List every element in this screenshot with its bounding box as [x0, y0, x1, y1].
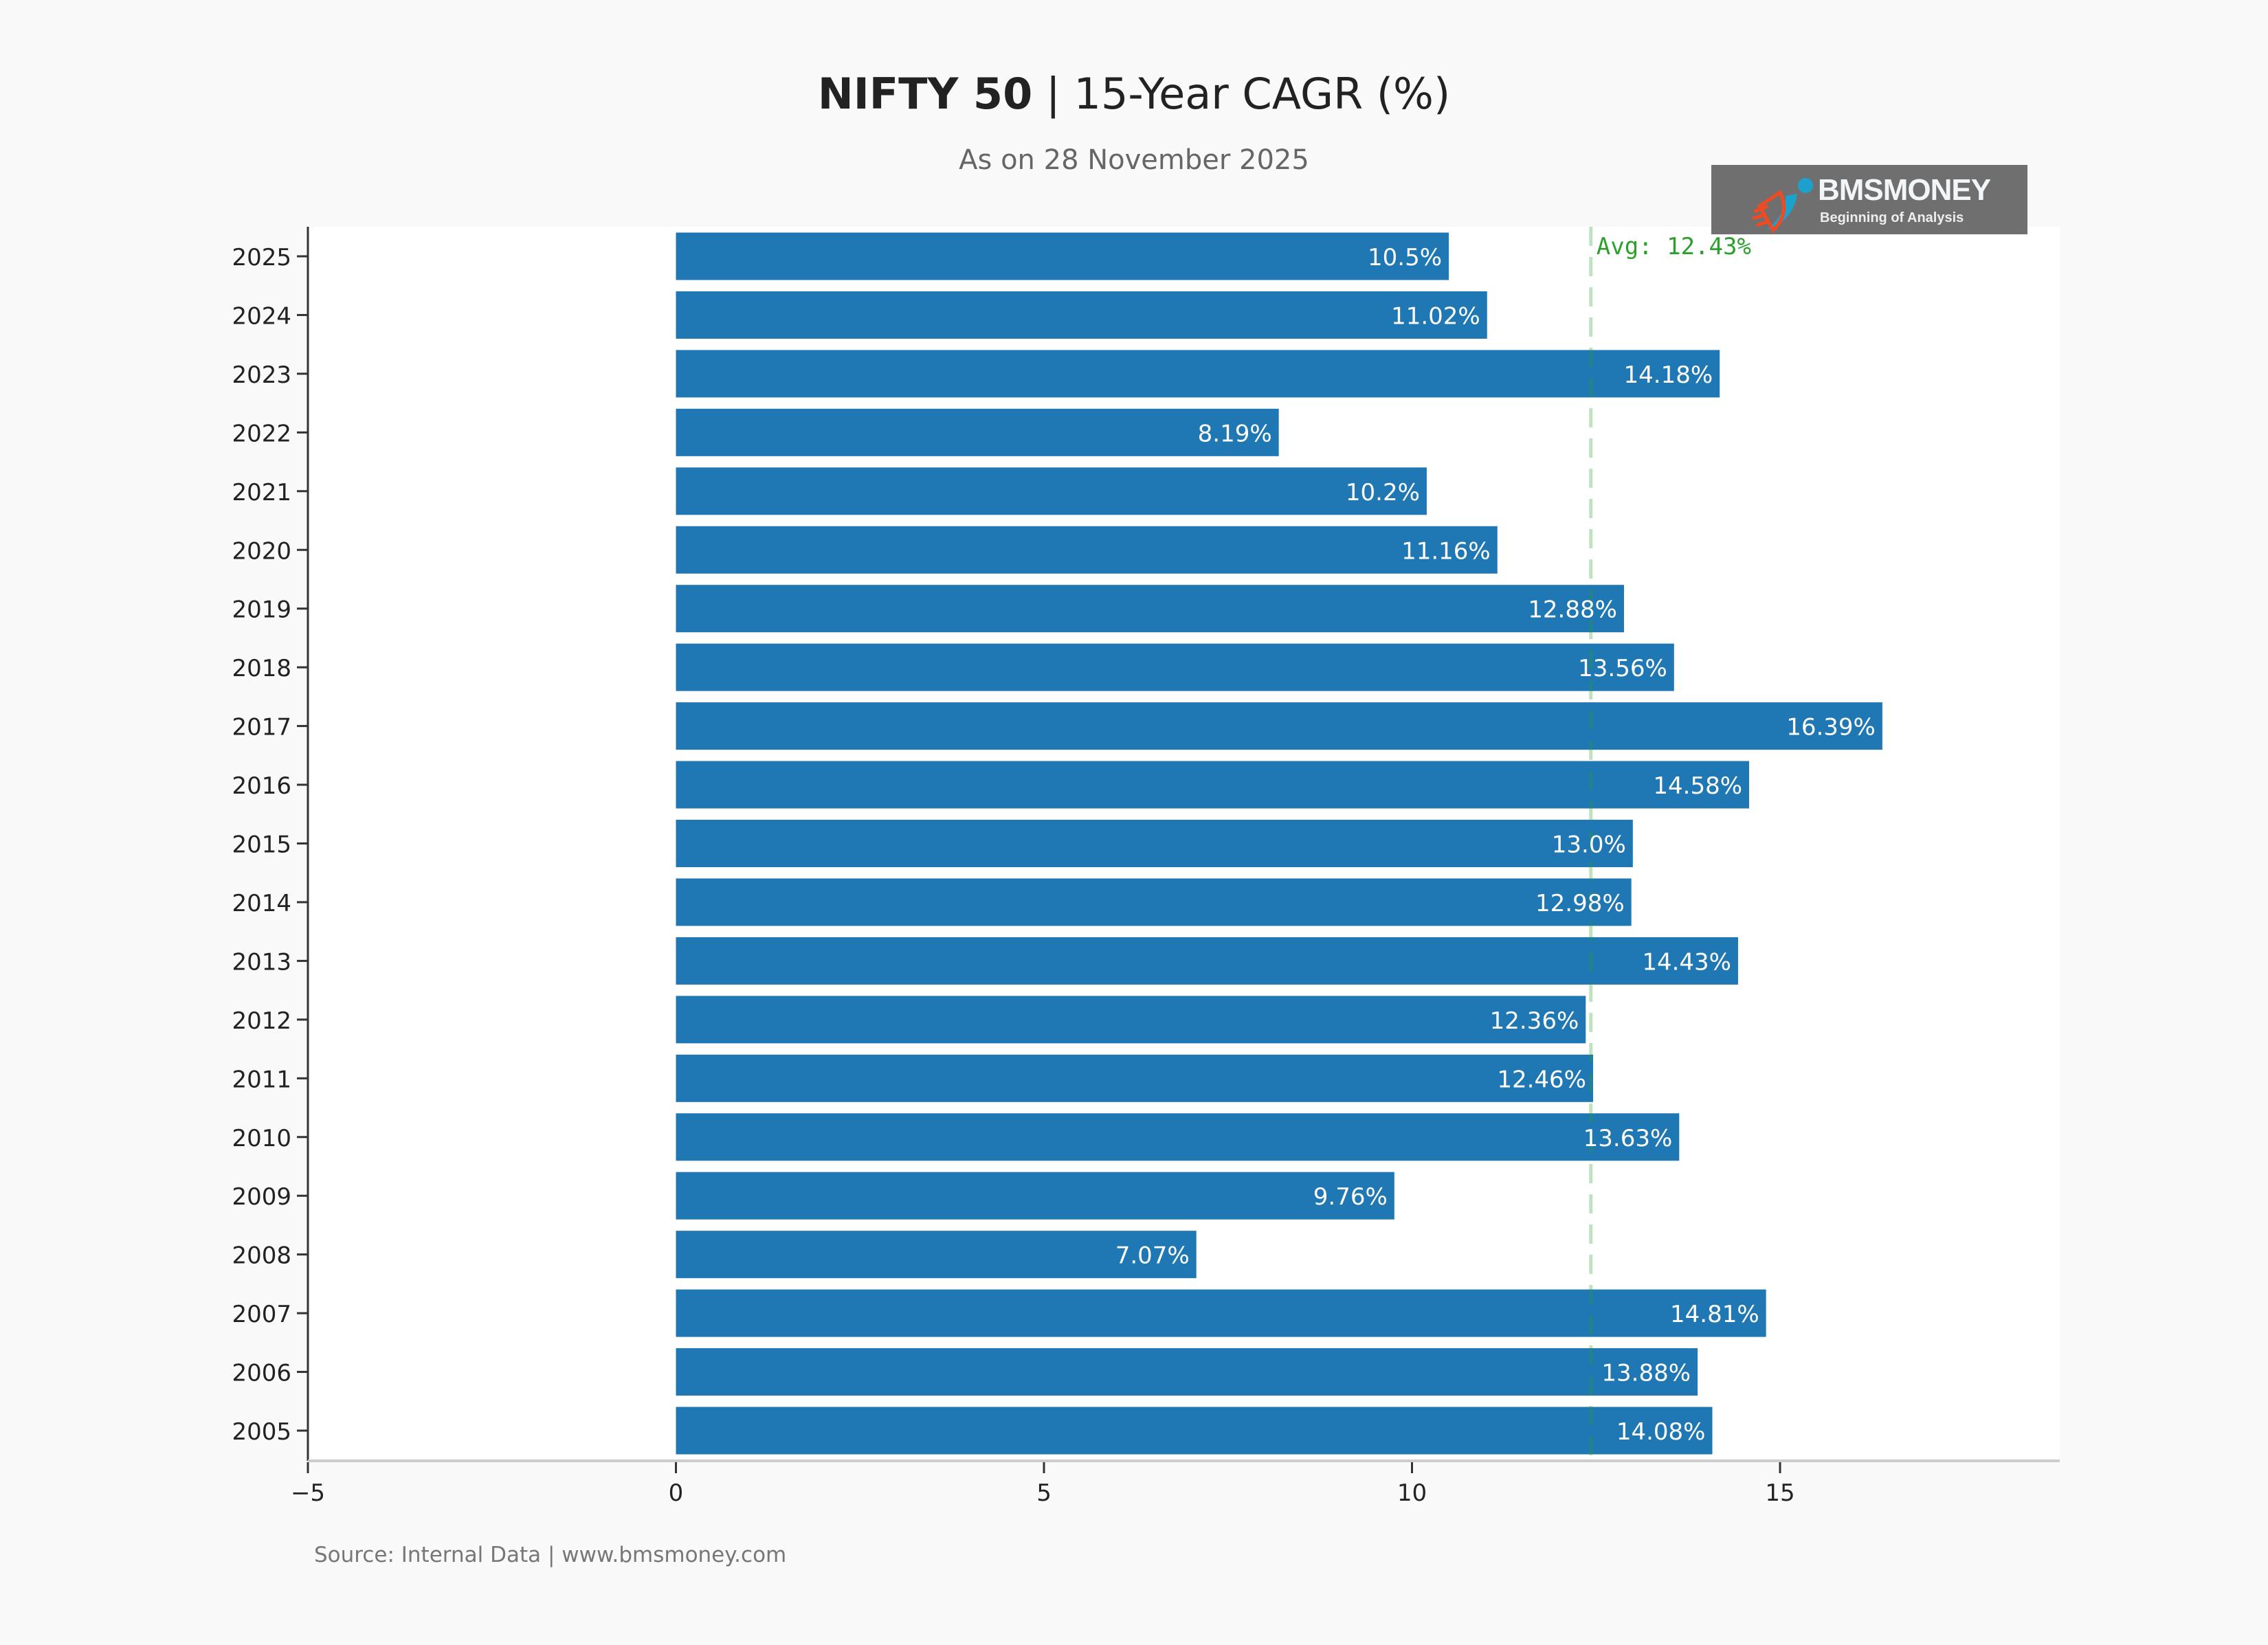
- bar-data-label: 8.19%: [1198, 420, 1272, 447]
- bar-2014: [676, 878, 1632, 926]
- bar-data-label: 12.98%: [1535, 890, 1625, 917]
- y-tick-label: 2021: [232, 479, 291, 506]
- x-tick-label: 10: [1397, 1479, 1427, 1507]
- logo-figure-icon: [1752, 178, 1813, 234]
- y-tick-label: 2006: [232, 1360, 291, 1387]
- x-tick-label: 5: [1036, 1479, 1052, 1507]
- y-tick-label: 2009: [232, 1183, 291, 1211]
- bar-data-label: 14.81%: [1670, 1301, 1759, 1328]
- bar-2009: [676, 1172, 1394, 1220]
- bar-2021: [676, 467, 1427, 515]
- y-tick-label: 2019: [232, 596, 291, 624]
- bar-2017: [676, 702, 1882, 750]
- y-tick-label: 2012: [232, 1007, 291, 1035]
- bar-data-label: 14.08%: [1616, 1418, 1706, 1446]
- y-tick-label: 2015: [232, 831, 291, 859]
- logo-name: BMSMONEY: [1818, 173, 1991, 207]
- y-tick-label: 2016: [232, 772, 291, 800]
- bar-2013: [676, 937, 1738, 985]
- bar-2020: [676, 526, 1498, 574]
- bar-data-label: 7.07%: [1115, 1242, 1190, 1270]
- bar-data-label: 12.46%: [1497, 1066, 1586, 1093]
- y-tick-label: 2020: [232, 537, 291, 565]
- bar-2007: [676, 1289, 1766, 1337]
- bar-2022: [676, 408, 1279, 456]
- y-tick-label: 2008: [232, 1242, 291, 1270]
- bar-data-label: 10.2%: [1346, 479, 1420, 506]
- bar-2024: [676, 291, 1487, 339]
- bar-2008: [676, 1231, 1197, 1279]
- bar-2006: [676, 1348, 1698, 1396]
- chart-title: NIFTY 50 | 15-Year CAGR (%): [0, 69, 2268, 119]
- bar-2005: [676, 1407, 1713, 1455]
- source-note: Source: Internal Data | www.bmsmoney.com: [314, 1543, 787, 1567]
- logo-tagline: Beginning of Analysis: [1820, 210, 1964, 225]
- bar-data-label: 12.88%: [1528, 596, 1617, 624]
- y-tick-label: 2022: [232, 420, 291, 447]
- bar-2018: [676, 643, 1674, 691]
- bar-data-label: 14.18%: [1624, 361, 1713, 389]
- y-tick-label: 2024: [232, 302, 291, 330]
- y-tick-label: 2010: [232, 1125, 291, 1152]
- y-tick-label: 2014: [232, 890, 291, 917]
- chart-title-bold: NIFTY 50: [817, 69, 1033, 119]
- bar-2025: [676, 232, 1449, 280]
- bar-2011: [676, 1054, 1593, 1102]
- x-tick-label: 15: [1765, 1479, 1794, 1507]
- bar-data-label: 13.63%: [1583, 1125, 1673, 1152]
- chart-subtitle: As on 28 November 2025: [959, 144, 1309, 176]
- y-tick-label: 2023: [232, 361, 291, 389]
- bar-2015: [676, 820, 1633, 867]
- bar-data-label: 14.58%: [1653, 772, 1742, 800]
- x-tick-label: −5: [291, 1479, 325, 1507]
- bar-data-label: 10.5%: [1368, 244, 1442, 271]
- bar-data-label: 11.02%: [1391, 302, 1480, 330]
- y-tick-label: 2007: [232, 1301, 291, 1328]
- y-tick-label: 2005: [232, 1418, 291, 1446]
- y-tick-label: 2017: [232, 714, 291, 741]
- bar-data-label: 13.88%: [1601, 1360, 1691, 1387]
- bar-data-label: 9.76%: [1313, 1183, 1388, 1211]
- y-tick-label: 2011: [232, 1066, 291, 1093]
- bar-data-label: 13.56%: [1578, 655, 1667, 682]
- bmsmoney-logo: BMSMONEY Beginning of Analysis: [1711, 165, 2027, 234]
- bar-2012: [676, 996, 1586, 1044]
- average-label: Avg: 12.43%: [1597, 233, 1751, 260]
- y-tick-label: 2025: [232, 244, 291, 271]
- chart-title-rest: | 15-Year CAGR (%): [1032, 69, 1451, 119]
- bar-data-label: 13.0%: [1552, 831, 1626, 859]
- bar-2023: [676, 350, 1720, 398]
- bar-2016: [676, 761, 1750, 809]
- y-tick-label: 2018: [232, 655, 291, 682]
- y-tick-label: 2013: [232, 948, 291, 976]
- bar-data-label: 14.43%: [1642, 948, 1731, 976]
- x-tick-label: 0: [669, 1479, 684, 1507]
- bar-data-label: 16.39%: [1786, 714, 1876, 741]
- bar-data-label: 12.36%: [1490, 1007, 1579, 1035]
- bar-2010: [676, 1113, 1680, 1161]
- bar-data-label: 11.16%: [1401, 537, 1491, 565]
- bar-2019: [676, 585, 1624, 633]
